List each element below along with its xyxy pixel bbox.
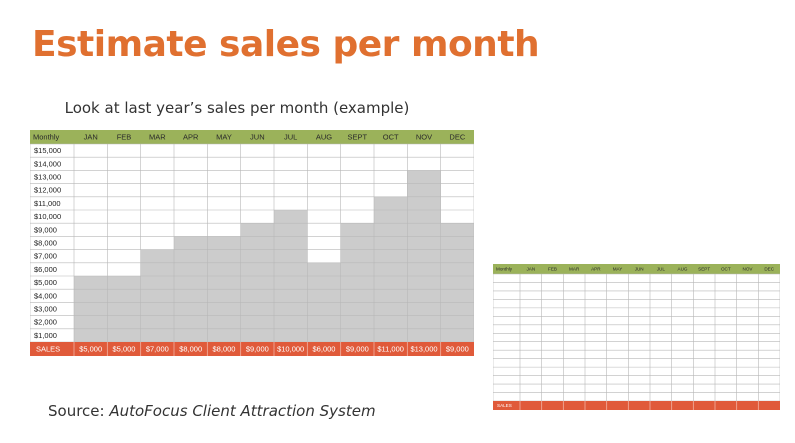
y-tick-label: $2,000 (34, 318, 57, 327)
sales-value-label: $9,000 (446, 345, 469, 354)
sales-value-label: $8,000 (213, 345, 236, 354)
month-header: APR (591, 267, 601, 272)
y-tick-label: $1,000 (34, 331, 57, 340)
y-tick-label: $7,000 (34, 252, 57, 261)
month-header: JUN (635, 267, 644, 272)
y-tick-label: $9,000 (34, 225, 57, 234)
sales-chart-example: Monthly JAN FEB MAR APR MAY JUN JUL AUG SEPT OCT NO… (30, 130, 474, 356)
y-tick-label: $8,000 (34, 239, 57, 248)
corner-label: Monthly (33, 133, 60, 142)
month-header: AUG (678, 267, 688, 272)
month-header: DEC (764, 267, 774, 272)
sales-value-label: $10,000 (277, 345, 304, 354)
month-header: DEC (449, 133, 465, 142)
header-band (493, 264, 780, 274)
sales-bar (240, 223, 274, 342)
month-header: MAY (216, 133, 232, 142)
month-header: JUL (657, 267, 666, 272)
sales-value-label: $5,000 (79, 345, 102, 354)
sales-value-label: $7,000 (146, 345, 169, 354)
sales-bar (107, 276, 141, 342)
y-tick-label: $11,000 (34, 199, 61, 208)
source-label: Source: (48, 402, 110, 420)
month-header: MAR (149, 133, 166, 142)
y-tick-label: $3,000 (34, 305, 57, 314)
y-tick-label: $14,000 (34, 159, 61, 168)
month-header: MAR (569, 267, 580, 272)
chart-subtitle: Look at last year’s sales per month (exa… (64, 99, 410, 117)
month-header: AUG (316, 133, 332, 142)
sales-bar (374, 196, 408, 342)
sales-bar (440, 223, 474, 342)
y-tick-label: $10,000 (34, 212, 61, 221)
sales-bar (340, 223, 374, 342)
sales-chart-template: Monthly JAN FEB MAR APR MAY JUN JUL AUG SEPT OCT NO… (493, 264, 780, 410)
sales-bar (407, 170, 441, 342)
y-tick-label: $5,000 (34, 278, 57, 287)
month-header: SEPT (348, 133, 368, 142)
sales-bar (74, 276, 108, 342)
month-header: APR (183, 133, 199, 142)
sales-row (493, 401, 780, 410)
month-header: FEB (548, 267, 557, 272)
month-header: OCT (383, 133, 399, 142)
sales-row-label: SALES (497, 403, 512, 408)
month-header: JUN (250, 133, 265, 142)
month-header: NOV (416, 133, 432, 142)
month-header: OCT (721, 267, 731, 272)
source-citation: Source: AutoFocus Client Attraction Syst… (48, 402, 376, 420)
month-header: JAN (526, 267, 535, 272)
y-tick-label: $4,000 (34, 291, 57, 300)
month-header: FEB (117, 133, 132, 142)
sales-value-label: $13,000 (410, 345, 437, 354)
sales-row-label: SALES (36, 345, 60, 354)
month-header: MAY (613, 267, 623, 272)
slide-title: Estimate sales per month (32, 24, 540, 65)
header-band (30, 130, 474, 144)
sales-bar (140, 249, 174, 342)
month-header: SEPT (698, 267, 710, 272)
sales-value-label: $8,000 (179, 345, 202, 354)
sales-value-label: $9,000 (246, 345, 269, 354)
sales-value-label: $9,000 (346, 345, 369, 354)
sales-value-label: $11,000 (377, 345, 404, 354)
source-name: AutoFocus Client Attraction System (109, 402, 376, 420)
month-header: JUL (284, 133, 297, 142)
month-header: NOV (743, 267, 754, 272)
corner-label: Monthly (496, 267, 513, 272)
y-tick-label: $13,000 (34, 173, 61, 182)
y-tick-label: $15,000 (34, 146, 61, 155)
y-tick-label: $6,000 (34, 265, 57, 274)
sales-value-label: $6,000 (313, 345, 336, 354)
sales-value-label: $5,000 (113, 345, 136, 354)
month-header: JAN (84, 133, 98, 142)
y-tick-label: $12,000 (34, 186, 61, 195)
